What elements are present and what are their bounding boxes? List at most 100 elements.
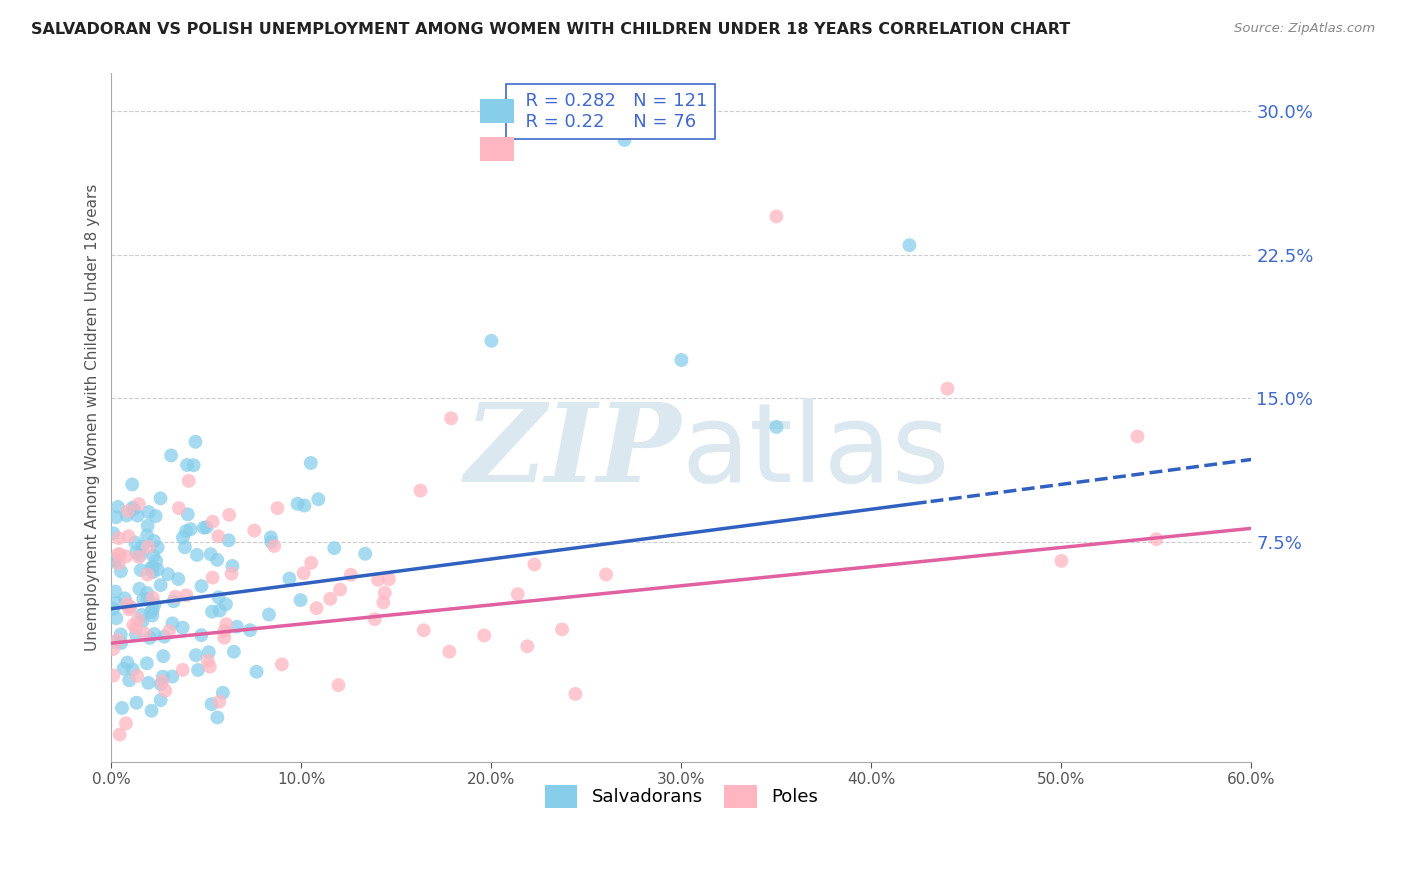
Point: [214, 624, 236, 638]
Point: [180, 522, 202, 536]
Point: [218, 533, 240, 548]
Point: [117, 504, 139, 518]
Point: [898, 238, 921, 252]
Point: [257, 607, 280, 622]
Point: [195, 520, 218, 534]
Point: [472, 628, 495, 642]
Point: [218, 508, 240, 522]
Point: [117, 529, 139, 543]
Point: [212, 631, 235, 645]
Point: [156, 567, 179, 582]
Point: [201, 515, 224, 529]
Point: [104, 584, 127, 599]
Point: [103, 553, 125, 567]
Point: [160, 449, 183, 463]
Point: [1050, 554, 1073, 568]
Point: [200, 697, 222, 711]
Point: [221, 558, 243, 573]
Point: [165, 590, 187, 604]
Point: [516, 640, 538, 654]
Text: Source: ZipAtlas.com: Source: ZipAtlas.com: [1234, 22, 1375, 36]
Point: [208, 695, 231, 709]
Point: [103, 668, 125, 682]
Point: [329, 582, 352, 597]
Point: [122, 502, 145, 516]
Point: [162, 669, 184, 683]
Point: [125, 696, 148, 710]
Point: [143, 597, 166, 611]
Point: [149, 693, 172, 707]
Point: [135, 657, 157, 671]
Point: [595, 567, 617, 582]
Point: [409, 483, 432, 498]
Point: [110, 564, 132, 578]
Point: [131, 540, 153, 554]
Text: SALVADORAN VS POLISH UNEMPLOYMENT AMONG WOMEN WITH CHILDREN UNDER 18 YEARS CORRE: SALVADORAN VS POLISH UNEMPLOYMENT AMONG …: [31, 22, 1070, 37]
Point: [172, 663, 194, 677]
Point: [270, 657, 292, 672]
Point: [152, 649, 174, 664]
Point: [221, 566, 243, 581]
Point: [142, 591, 165, 605]
Point: [177, 508, 200, 522]
Point: [127, 508, 149, 523]
Point: [299, 456, 322, 470]
Point: [307, 492, 329, 507]
Point: [319, 591, 342, 606]
Point: [354, 547, 377, 561]
Point: [186, 548, 208, 562]
Point: [103, 642, 125, 657]
Point: [184, 648, 207, 662]
Point: [128, 549, 150, 564]
Point: [103, 601, 125, 615]
Point: [152, 670, 174, 684]
Point: [208, 604, 231, 618]
Point: [155, 683, 177, 698]
Point: [412, 624, 434, 638]
FancyBboxPatch shape: [479, 137, 513, 161]
Point: [440, 411, 463, 425]
Point: [118, 673, 141, 688]
Point: [125, 628, 148, 642]
Point: [105, 510, 128, 524]
Point: [141, 608, 163, 623]
Point: [299, 556, 322, 570]
Point: [245, 665, 267, 679]
Point: [200, 547, 222, 561]
Point: [201, 571, 224, 585]
Point: [149, 578, 172, 592]
Point: [174, 541, 197, 555]
Point: [115, 549, 138, 564]
Point: [104, 635, 127, 649]
Point: [107, 531, 129, 545]
Point: [211, 686, 233, 700]
Point: [125, 621, 148, 635]
Point: [110, 627, 132, 641]
Point: [936, 382, 959, 396]
Point: [201, 605, 224, 619]
Point: [110, 636, 132, 650]
Point: [481, 334, 503, 348]
Point: [523, 558, 546, 572]
Point: [215, 617, 238, 632]
Point: [136, 528, 159, 542]
Point: [146, 562, 169, 576]
Point: [278, 572, 301, 586]
Point: [292, 566, 315, 581]
Point: [373, 595, 395, 609]
Point: [287, 497, 309, 511]
Point: [104, 553, 127, 567]
Point: [141, 565, 163, 579]
Point: [128, 497, 150, 511]
Point: [124, 535, 146, 549]
Point: [127, 669, 149, 683]
Point: [323, 541, 346, 555]
Point: [122, 500, 145, 515]
Point: [150, 674, 173, 689]
Point: [266, 501, 288, 516]
Point: [139, 605, 162, 619]
Point: [125, 545, 148, 559]
Point: [190, 628, 212, 642]
Point: [121, 477, 143, 491]
Point: [105, 596, 128, 610]
